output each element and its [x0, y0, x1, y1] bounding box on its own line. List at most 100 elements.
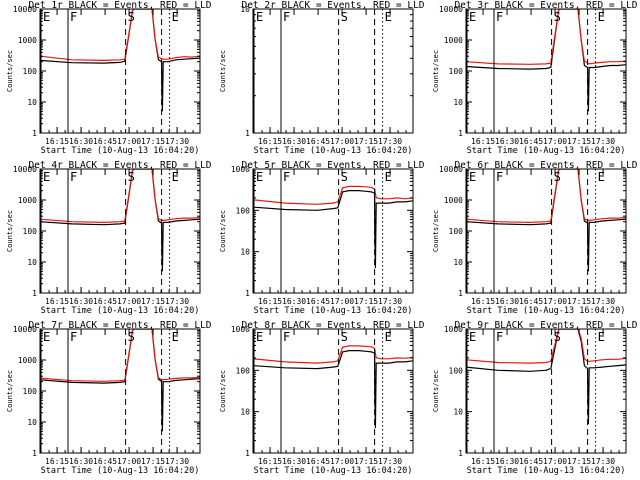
y-tick-label: 10: [27, 98, 37, 107]
events-series-line: [40, 169, 200, 272]
marker-label: F: [496, 170, 503, 184]
x-tick-label: 16:15: [471, 297, 495, 306]
x-tick-label: 17:00: [543, 457, 567, 466]
marker-label: E: [469, 10, 476, 24]
y-tick-label: 100: [449, 366, 464, 375]
x-tick-label: 16:15: [45, 457, 69, 466]
y-tick-label: 1000: [444, 325, 463, 334]
x-axis-label: Start Time (10-Aug-13 16:04:20): [467, 466, 626, 476]
x-tick-label: 17:15: [567, 297, 591, 306]
x-tick-label: 17:00: [330, 297, 354, 306]
y-tick-label: 10: [240, 248, 250, 257]
y-axis-label: Counts/sec: [219, 50, 227, 92]
marker-label: E: [469, 170, 476, 184]
x-tick-label: 17:15: [141, 297, 165, 306]
x-tick-label: 17:00: [117, 297, 141, 306]
y-tick-label: 1: [458, 289, 463, 298]
x-tick-label: 16:15: [258, 297, 282, 306]
x-tick-label: 16:45: [306, 137, 330, 146]
y-tick-label: 1: [32, 289, 37, 298]
marker-label: S: [341, 170, 348, 184]
marker-label: E: [172, 330, 179, 344]
x-tick-label: 17:30: [165, 137, 189, 146]
plot-frame: [252, 328, 414, 454]
marker-label: F: [70, 170, 77, 184]
x-tick-label: 16:30: [69, 297, 93, 306]
marker-label: E: [43, 10, 50, 24]
y-tick-label: 1000: [444, 36, 463, 45]
marker-label: E: [385, 10, 392, 24]
panel-title: Det 5r BLACK = Events, RED = LLD: [241, 160, 424, 171]
panel-title: Det 6r BLACK = Events, RED = LLD: [454, 160, 637, 171]
events-series-line: [466, 9, 626, 112]
x-tick-label: 17:30: [378, 137, 402, 146]
x-tick-label: 16:45: [93, 297, 117, 306]
x-axis-label: Start Time (10-Aug-13 16:04:20): [254, 306, 413, 316]
y-axis-label: Counts/sec: [6, 50, 14, 92]
marker-label: E: [43, 170, 50, 184]
marker-label: S: [554, 170, 561, 184]
y-tick-label: 10000: [13, 165, 37, 174]
y-tick-label: 1: [245, 449, 250, 458]
y-axis-label: Counts/sec: [432, 50, 440, 92]
x-tick-label: 16:45: [519, 457, 543, 466]
x-tick-label: 16:30: [282, 297, 306, 306]
lld-series-line: [466, 169, 626, 224]
x-tick-label: 17:00: [330, 457, 354, 466]
x-tick-label: 16:30: [282, 457, 306, 466]
y-tick-label: 10: [240, 5, 250, 14]
panel-title: Det 8r BLACK = Events, RED = LLD: [241, 320, 424, 331]
y-axis-label: Counts/sec: [6, 370, 14, 412]
lld-series-line: [466, 9, 626, 65]
y-tick-label: 1: [245, 289, 250, 298]
x-tick-label: 16:30: [69, 457, 93, 466]
lld-series-line: [253, 345, 413, 364]
marker-label: S: [341, 330, 348, 344]
plot-frame: [465, 8, 627, 134]
marker-label: F: [283, 10, 290, 24]
marker-label: S: [128, 170, 135, 184]
y-tick-label: 1000: [18, 36, 37, 45]
x-tick-label: 17:00: [543, 297, 567, 306]
lld-series-line: [40, 169, 200, 224]
y-axis-label: Counts/sec: [6, 210, 14, 252]
marker-label: S: [128, 10, 135, 24]
plot-frame: [465, 168, 627, 294]
panel-title: Det 1r BLACK = Events, RED = LLD: [28, 0, 211, 11]
x-tick-label: 17:00: [330, 137, 354, 146]
marker-label: E: [256, 10, 263, 24]
x-tick-label: 17:30: [591, 297, 615, 306]
marker-label: E: [598, 330, 605, 344]
x-axis-label: Start Time (10-Aug-13 16:04:20): [41, 466, 200, 476]
plot-frame: [465, 328, 627, 454]
y-tick-label: 1000: [231, 165, 250, 174]
x-tick-label: 16:30: [495, 457, 519, 466]
detector-panel-2: E F S E 1 10 16:15 16:30 16:45 17:00 17:15 17:30 Det…: [219, 0, 425, 156]
y-tick-label: 10: [27, 418, 37, 427]
y-tick-label: 10: [453, 258, 463, 267]
x-tick-label: 17:15: [141, 457, 165, 466]
x-tick-label: 17:30: [591, 457, 615, 466]
x-tick-label: 16:30: [282, 137, 306, 146]
y-tick-label: 100: [236, 206, 251, 215]
x-tick-label: 17:00: [543, 137, 567, 146]
x-tick-label: 17:15: [354, 137, 378, 146]
x-tick-label: 16:15: [258, 457, 282, 466]
y-tick-label: 1000: [18, 196, 37, 205]
x-tick-label: 17:30: [378, 457, 402, 466]
y-tick-label: 1000: [444, 196, 463, 205]
y-tick-label: 10000: [13, 5, 37, 14]
x-tick-label: 17:15: [354, 297, 378, 306]
plot-frame: [39, 8, 201, 134]
x-tick-label: 17:30: [591, 137, 615, 146]
y-axis-label: Counts/sec: [219, 210, 227, 252]
marker-label: E: [385, 170, 392, 184]
plot-frame: [39, 168, 201, 294]
panel-title: Det 9r BLACK = Events, RED = LLD: [454, 320, 637, 331]
x-tick-label: 16:45: [519, 137, 543, 146]
y-tick-label: 10: [453, 98, 463, 107]
x-tick-label: 16:30: [495, 297, 519, 306]
